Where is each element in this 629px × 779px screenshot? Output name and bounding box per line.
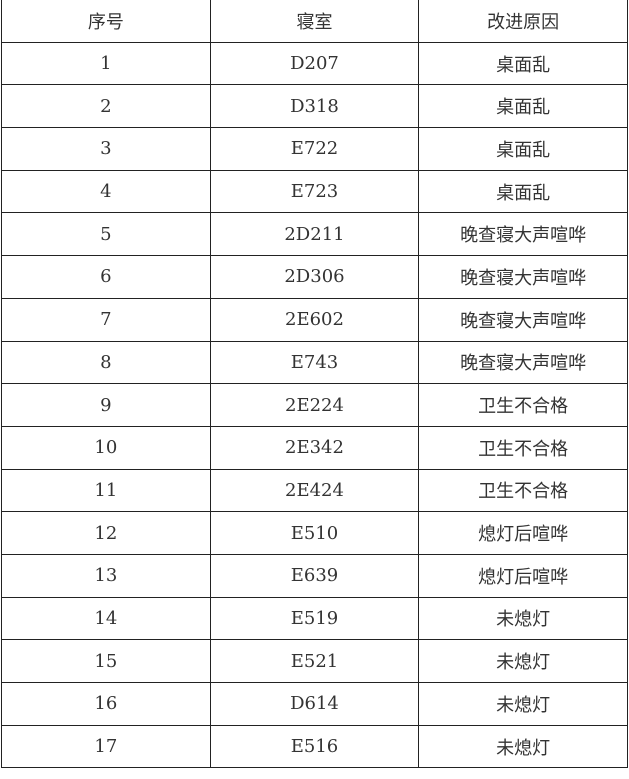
cell-index: 12 [1,511,211,555]
cell-index: 1 [1,41,211,86]
cell-reason: 熄灯后喧哗 [418,553,628,598]
cell-dorm: D614 [209,682,420,726]
cell-dorm: E516 [209,724,420,769]
cell-reason: 卫生不合格 [418,425,628,470]
table-row: 17 E516 未熄灯 [1,724,628,769]
cell-dorm: E510 [209,511,420,555]
cell-index: 7 [1,297,211,342]
cell-index: 13 [1,553,211,598]
cell-dorm: D318 [209,84,420,129]
cell-index: 6 [1,255,211,299]
cell-index: 14 [1,596,211,641]
cell-index: 15 [1,639,211,683]
cell-reason: 未熄灯 [418,682,628,726]
cell-dorm: 2E342 [209,425,420,470]
cell-index: 10 [1,425,211,470]
cell-dorm: D207 [209,41,420,86]
header-dorm: 寝室 [209,0,420,43]
cell-dorm: 2E224 [209,383,420,427]
header-reason: 改进原因 [418,0,628,43]
cell-reason: 桌面乱 [418,84,628,129]
cell-reason: 未熄灯 [418,596,628,641]
table-row: 12 E510 熄灯后喧哗 [1,511,628,555]
cell-index: 17 [1,724,211,769]
cell-reason: 熄灯后喧哗 [418,511,628,555]
header-row: 序号 寝室 改进原因 [1,0,628,43]
cell-reason: 桌面乱 [418,41,628,86]
cell-dorm: E743 [209,340,420,385]
table-row: 16 D614 未熄灯 [1,682,628,726]
cell-index: 8 [1,340,211,385]
table-row: 7 2E602 晚查寝大声喧哗 [1,297,628,342]
cell-index: 3 [1,127,211,171]
cell-index: 5 [1,212,211,257]
cell-reason: 晚查寝大声喧哗 [418,340,628,385]
table-row: 8 E743 晚查寝大声喧哗 [1,340,628,385]
cell-reason: 桌面乱 [418,127,628,171]
cell-dorm: 2E602 [209,297,420,342]
cell-reason: 卫生不合格 [418,383,628,427]
cell-reason: 晚查寝大声喧哗 [418,212,628,257]
cell-dorm: E722 [209,127,420,171]
table-row: 11 2E424 卫生不合格 [1,468,628,513]
table-row: 4 E723 桌面乱 [1,169,628,214]
cell-reason: 卫生不合格 [418,468,628,513]
cell-dorm: 2D211 [209,212,420,257]
cell-reason: 晚查寝大声喧哗 [418,255,628,299]
table-row: 15 E521 未熄灯 [1,639,628,683]
cell-dorm: E639 [209,553,420,598]
table-row: 14 E519 未熄灯 [1,596,628,641]
header-index: 序号 [1,0,211,43]
cell-reason: 晚查寝大声喧哗 [418,297,628,342]
cell-reason: 桌面乱 [418,169,628,214]
table-row: 6 2D306 晚查寝大声喧哗 [1,255,628,299]
cell-index: 4 [1,169,211,214]
table-row: 1 D207 桌面乱 [1,41,628,86]
cell-dorm: 2D306 [209,255,420,299]
cell-reason: 未熄灯 [418,724,628,769]
cell-dorm: E723 [209,169,420,214]
cell-index: 16 [1,682,211,726]
cell-reason: 未熄灯 [418,639,628,683]
table-row: 13 E639 熄灯后喧哗 [1,553,628,598]
cell-dorm: E521 [209,639,420,683]
cell-dorm: 2E424 [209,468,420,513]
table-row: 9 2E224 卫生不合格 [1,383,628,427]
table-row: 3 E722 桌面乱 [1,127,628,171]
table-row: 2 D318 桌面乱 [1,84,628,129]
cell-dorm: E519 [209,596,420,641]
table-row: 10 2E342 卫生不合格 [1,425,628,470]
cell-index: 9 [1,383,211,427]
table-row: 5 2D211 晚查寝大声喧哗 [1,212,628,257]
cell-index: 2 [1,84,211,129]
cell-index: 11 [1,468,211,513]
